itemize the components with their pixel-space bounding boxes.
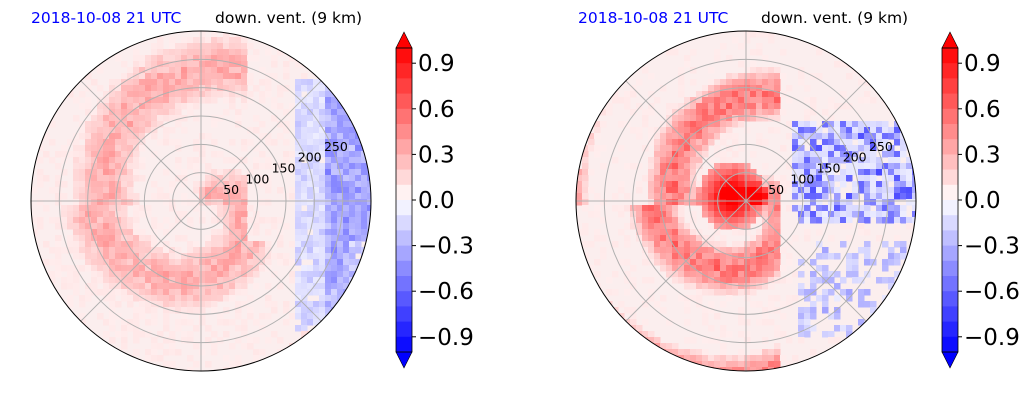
left-colorbar: 0.9 0.6 0.3 0.0 −0.3 −0.6 −0.9: [395, 31, 474, 369]
colorbar-segment: [942, 306, 958, 323]
colorbar-extend-top: [395, 31, 413, 49]
colorbar-segment: [396, 336, 412, 353]
colorbar-segment: [942, 336, 958, 353]
colorbar-tick-label: −0.3: [418, 234, 474, 260]
radial-tick-label: 150: [272, 160, 296, 175]
colorbar-segment: [396, 184, 412, 201]
colorbar-segment: [396, 245, 412, 262]
angular-grid-line: [80, 80, 202, 202]
radial-tick-label: 50: [768, 182, 784, 197]
colorbar-segment: [396, 276, 412, 292]
left-title-time: 2018-10-08 21 UTC: [31, 9, 181, 27]
colorbar-segment: [396, 306, 412, 323]
colorbar-tick-label: 0.9: [418, 51, 455, 77]
colorbar-segment: [942, 245, 958, 262]
colorbar-tick-label: −0.6: [964, 279, 1020, 305]
radial-tick-label: 50: [223, 182, 239, 197]
colorbar-segment: [942, 184, 958, 201]
colorbar-segment: [396, 139, 412, 155]
colorbar-tick-label: −0.9: [964, 325, 1020, 351]
colorbar-segment: [396, 321, 412, 338]
radial-tick-label: 200: [843, 150, 867, 165]
radial-tick-label: 200: [298, 150, 322, 165]
colorbar-tick-label: −0.3: [964, 234, 1020, 260]
colorbar-tick-label: 0.6: [418, 97, 455, 123]
radial-tick-label: 100: [245, 171, 269, 186]
colorbar-tick-label: 0.0: [964, 188, 1001, 214]
colorbar-segment: [396, 230, 412, 247]
colorbar-segment: [396, 169, 412, 186]
colorbar-segment: [396, 291, 412, 307]
radial-tick-label: 150: [817, 160, 841, 175]
colorbar-segment: [942, 93, 958, 110]
angular-grid-line: [625, 80, 747, 202]
left-panel: 2018-10-08 21 UTC down. vent. (9 km) 50 1…: [30, 9, 474, 372]
radial-tick-label: 250: [324, 139, 348, 154]
colorbar-tick-label: 0.6: [964, 97, 1001, 123]
colorbar-segment: [396, 48, 412, 64]
colorbar-segment: [942, 230, 958, 247]
colorbar-extend-top: [941, 31, 959, 49]
colorbar-segment: [942, 200, 958, 216]
polar-boundary: [575, 30, 917, 372]
colorbar-segment: [396, 108, 412, 125]
colorbar-segment: [942, 276, 958, 292]
polar-boundary: [30, 30, 372, 372]
colorbar-segment: [942, 154, 958, 171]
colorbar-segment: [396, 124, 412, 140]
colorbar-segment: [396, 260, 412, 277]
colorbar-extend-bottom: [941, 351, 959, 369]
angular-grid-line: [80, 200, 202, 322]
angular-grid-line: [625, 200, 747, 322]
colorbar-tick-label: 0.3: [964, 142, 1001, 168]
colorbar-tick-label: 0.3: [418, 142, 455, 168]
angular-grid-line: [200, 80, 322, 202]
colorbar-segment: [396, 200, 412, 216]
colorbar-segment: [396, 93, 412, 110]
radial-tick-label: 250: [869, 139, 893, 154]
left-title-variable: down. vent. (9 km): [215, 9, 362, 27]
colorbar-segment: [942, 291, 958, 307]
radial-tick-label: 100: [790, 171, 814, 186]
colorbar-tick-label: −0.9: [418, 325, 474, 351]
colorbar-segment: [942, 139, 958, 155]
right-panel: 2018-10-08 21 UTC down. vent. (9 km) 50 1…: [575, 9, 1020, 372]
colorbar-extend-bottom: [395, 351, 413, 369]
field-raster: [31, 31, 371, 371]
right-title-time: 2018-10-08 21 UTC: [578, 9, 728, 27]
colorbar-segment: [942, 215, 958, 231]
colorbar-segment: [396, 215, 412, 231]
colorbar-segment: [942, 108, 958, 125]
colorbar-segment: [942, 321, 958, 338]
colorbar-segment: [942, 63, 958, 79]
colorbar-tick-label: 0.0: [418, 188, 455, 214]
right-title-variable: down. vent. (9 km): [761, 9, 908, 27]
angular-grid-line: [200, 200, 322, 322]
colorbar-segment: [942, 260, 958, 277]
colorbar-segment: [396, 78, 412, 95]
colorbar-segment: [396, 154, 412, 171]
colorbar-tick-label: −0.6: [418, 279, 474, 305]
colorbar-segment: [942, 169, 958, 186]
colorbar-segment: [942, 124, 958, 140]
angular-grid-line: [745, 200, 867, 322]
colorbar-tick-label: 0.9: [964, 51, 1001, 77]
colorbar-segment: [942, 78, 958, 95]
right-colorbar: 0.9 0.6 0.3 0.0 −0.3 −0.6 −0.9: [941, 31, 1020, 369]
colorbar-segment: [396, 63, 412, 79]
colorbar-segment: [942, 48, 958, 64]
angular-grid-line: [745, 80, 867, 202]
